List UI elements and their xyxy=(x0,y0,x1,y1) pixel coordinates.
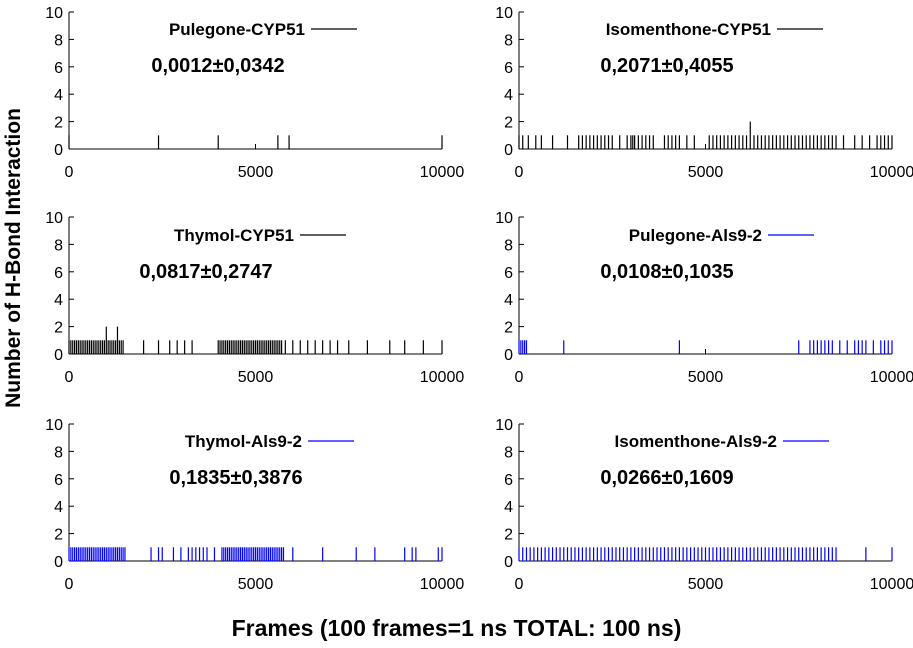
panel-1: 0 2 4 6 8 10 0 5000 10000 Pulegone-CYP51 0,0012±0,… xyxy=(45,5,464,181)
x-tick-label: 5000 xyxy=(688,369,724,386)
panel-2: 0 2 4 6 8 10 0 5000 10000 Isomenthone-CYP51 0,2071… xyxy=(495,5,913,181)
stat-annotation: 0,0817±0,2747 xyxy=(139,261,272,283)
legend-label: Isomenthone-Als9-2 xyxy=(615,432,777,451)
y-tick-label: 10 xyxy=(495,417,513,434)
y-tick-label: 4 xyxy=(54,87,63,104)
y-tick-label: 8 xyxy=(54,32,63,49)
x-tick-label: 5000 xyxy=(238,369,274,386)
y-tick-label: 6 xyxy=(54,472,63,489)
y-tick-label: 2 xyxy=(504,320,513,337)
y-tick-label: 4 xyxy=(504,87,513,104)
x-tick-label: 0 xyxy=(515,576,524,593)
x-tick-label: 0 xyxy=(65,164,74,181)
panel-3: 0 2 4 6 8 10 0 5000 10000 Thymol-CYP51 0,0817±0,27… xyxy=(45,210,464,386)
y-tick-label: 8 xyxy=(504,237,513,254)
y-tick-label: 8 xyxy=(54,444,63,461)
x-tick-label: 10000 xyxy=(870,576,913,593)
y-tick-label: 8 xyxy=(504,444,513,461)
x-tick-label: 5000 xyxy=(688,164,724,181)
x-tick-label: 5000 xyxy=(688,576,724,593)
legend-label: Isomenthone-CYP51 xyxy=(606,20,771,39)
y-tick-label: 2 xyxy=(54,527,63,544)
legend-label: Pulegone-Als9-2 xyxy=(629,226,762,245)
x-tick-label: 10000 xyxy=(870,369,913,386)
y-tick-label: 0 xyxy=(54,554,63,571)
y-tick-label: 0 xyxy=(504,554,513,571)
stat-annotation: 0,1835±0,3876 xyxy=(169,467,302,489)
y-tick-label: 0 xyxy=(54,142,63,159)
y-tick-label: 2 xyxy=(504,527,513,544)
y-tick-label: 2 xyxy=(54,115,63,132)
y-tick-label: 8 xyxy=(54,237,63,254)
y-tick-label: 0 xyxy=(54,347,63,364)
y-tick-label: 6 xyxy=(504,472,513,489)
x-tick-label: 10000 xyxy=(420,576,465,593)
panel-5: 0 2 4 6 8 10 0 5000 10000 Thymol-Als9-2 0,1835±0,3… xyxy=(45,417,464,593)
y-tick-label: 4 xyxy=(54,292,63,309)
y-tick-label: 10 xyxy=(45,417,63,434)
y-tick-label: 10 xyxy=(495,210,513,227)
y-tick-label: 6 xyxy=(54,60,63,77)
y-tick-label: 10 xyxy=(45,210,63,227)
y-tick-label: 4 xyxy=(504,499,513,516)
y-tick-label: 6 xyxy=(504,265,513,282)
x-tick-label: 10000 xyxy=(870,164,913,181)
x-tick-label: 5000 xyxy=(238,164,274,181)
y-tick-label: 4 xyxy=(504,292,513,309)
x-tick-label: 0 xyxy=(65,576,74,593)
y-tick-label: 2 xyxy=(54,320,63,337)
legend-label: Thymol-CYP51 xyxy=(174,226,294,245)
y-tick-label: 0 xyxy=(504,347,513,364)
y-tick-label: 4 xyxy=(54,499,63,516)
legend-label: Thymol-Als9-2 xyxy=(185,432,302,451)
x-tick-label: 10000 xyxy=(420,369,465,386)
y-tick-label: 6 xyxy=(504,60,513,77)
x-tick-label: 0 xyxy=(515,369,524,386)
panel-6: 0 2 4 6 8 10 0 5000 10000 Isomenthone-Als9-2 0,026… xyxy=(495,417,913,593)
panel-4: 0 2 4 6 8 10 0 5000 10000 Pulegone-Als9-2 0,0108±0… xyxy=(495,210,913,386)
x-axis-label: Frames (100 frames=1 ns TOTAL: 100 ns) xyxy=(231,615,682,641)
y-tick-label: 10 xyxy=(495,5,513,22)
y-tick-label: 10 xyxy=(45,5,63,22)
stat-annotation: 0,0012±0,0342 xyxy=(151,55,284,77)
x-tick-label: 10000 xyxy=(420,164,465,181)
stat-annotation: 0,0108±0,1035 xyxy=(600,261,733,283)
legend-label: Pulegone-CYP51 xyxy=(169,20,305,39)
stat-annotation: 0,0266±0,1609 xyxy=(600,467,733,489)
y-tick-label: 8 xyxy=(504,32,513,49)
y-tick-label: 0 xyxy=(504,142,513,159)
stat-annotation: 0,2071±0,4055 xyxy=(600,55,733,77)
x-tick-label: 5000 xyxy=(238,576,274,593)
x-tick-label: 0 xyxy=(65,369,74,386)
y-tick-label: 2 xyxy=(504,115,513,132)
y-tick-label: 6 xyxy=(54,265,63,282)
x-tick-label: 0 xyxy=(515,164,524,181)
